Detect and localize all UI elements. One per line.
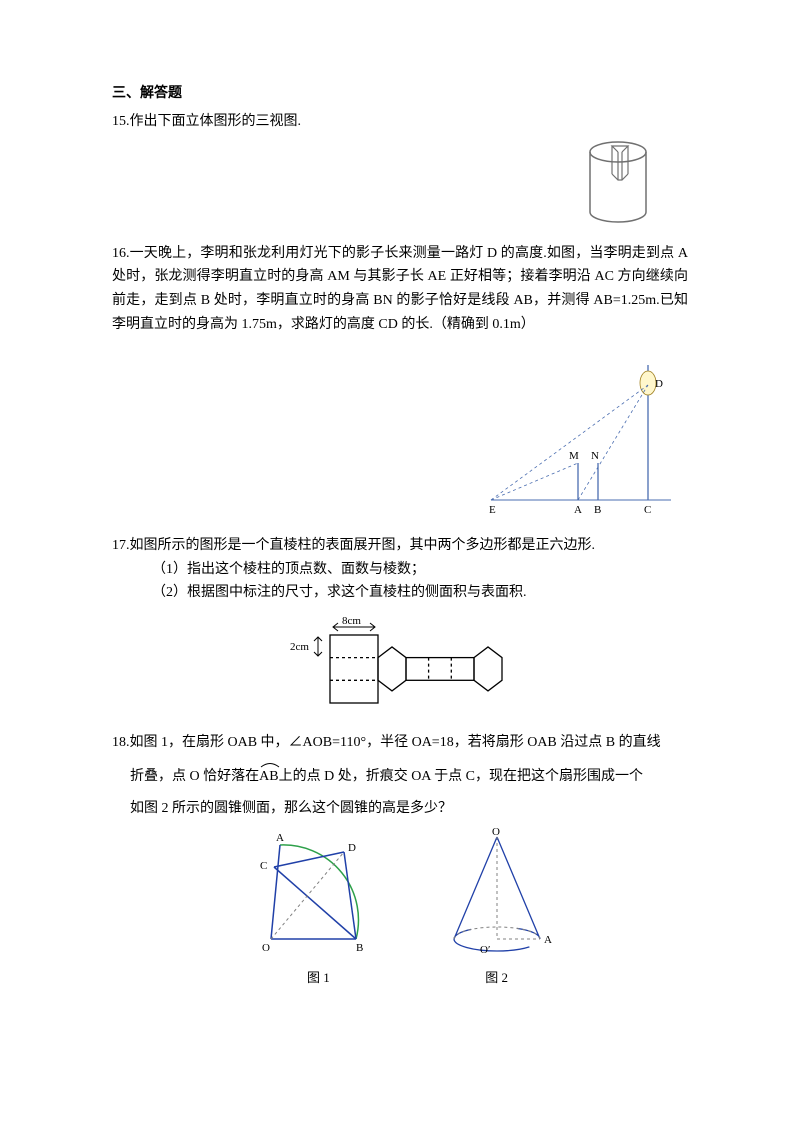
q18-fig2-label: 图 2	[432, 967, 562, 989]
label-N: N	[591, 450, 599, 462]
label-C: C	[644, 504, 651, 516]
arc-AB: AB	[259, 765, 278, 789]
q18-f1-D: D	[348, 842, 356, 854]
q18-num: 18.	[112, 735, 130, 750]
q16-text: 一天晚上，李明和张龙利用灯光下的影子长来测量一路灯 D 的高度.如图，当李明走到…	[112, 246, 688, 332]
q17-figure: 8cm 2cm	[270, 613, 530, 723]
q15-text: 作出下面立体图形的三视图.	[130, 114, 302, 129]
q18-figures: A D C O B O O′ A 图 1 图 2	[112, 827, 688, 989]
q18-fig-labels: 图 1 图 2	[112, 967, 688, 989]
q18-fig1: A D C O B	[238, 827, 398, 967]
q18-line1: 18.如图 1，在扇形 OAB 中，∠AOB=110°，半径 OA=18，若将扇…	[112, 731, 688, 755]
problem-18: 18.如图 1，在扇形 OAB 中，∠AOB=110°，半径 OA=18，若将扇…	[112, 731, 688, 988]
label-M: M	[569, 450, 579, 462]
q15-figure	[578, 134, 658, 234]
problem-15: 15.作出下面立体图形的三视图.	[112, 110, 688, 234]
problem-16: 16.一天晚上，李明和张龙利用灯光下的影子长来测量一路灯 D 的高度.如图，当李…	[112, 242, 688, 520]
q17-sub1: （1）指出这个棱柱的顶点数、面数与棱数；	[112, 558, 688, 582]
q18-line2: 折叠，点 O 恰好落在AB上的点 D 处，折痕交 OA 于点 C，现在把这个扇形…	[112, 765, 688, 789]
q15-num: 15.	[112, 114, 130, 129]
q18-text2a: 折叠，点 O 恰好落在	[112, 769, 259, 784]
q18-f1-B: B	[356, 942, 363, 954]
q17-line1: 17.如图所示的图形是一个直棱柱的表面展开图，其中两个多边形都是正六边形.	[112, 534, 688, 558]
label-B: B	[594, 504, 601, 516]
q18-f2-Op: O′	[480, 944, 490, 956]
label-A: A	[574, 504, 582, 516]
q16-text-wrap: 16.一天晚上，李明和张龙利用灯光下的影子长来测量一路灯 D 的高度.如图，当李…	[112, 242, 688, 337]
q18-fig1-label: 图 1	[238, 967, 398, 989]
label-E: E	[489, 504, 496, 516]
q17-label-8cm: 8cm	[342, 615, 361, 627]
page-content: 三、解答题 15.作出下面立体图形的三视图. 16.一天晚上，李明和张龙利用灯光…	[0, 0, 800, 1037]
q18-f2-O: O	[492, 827, 500, 838]
q17-num: 17.	[112, 538, 130, 553]
q17-label-2cm: 2cm	[290, 641, 309, 653]
q18-text1: 如图 1，在扇形 OAB 中，∠AOB=110°，半径 OA=18，若将扇形 O…	[130, 735, 661, 750]
q18-text3: 如图 2 所示的圆锥侧面，那么这个圆锥的高是多少？	[112, 797, 688, 821]
q18-f2-A: A	[544, 934, 552, 946]
arc-AB-label: AB	[259, 769, 278, 784]
q16-num: 16.	[112, 246, 130, 261]
section-title: 三、解答题	[112, 82, 688, 106]
q16-figure: E A B C M N D	[483, 355, 678, 520]
q18-f1-A: A	[276, 832, 284, 844]
q17-text: 如图所示的图形是一个直棱柱的表面展开图，其中两个多边形都是正六边形.	[130, 538, 596, 553]
label-D: D	[655, 378, 663, 390]
q18-f1-O: O	[262, 942, 270, 954]
problem-17: 17.如图所示的图形是一个直棱柱的表面展开图，其中两个多边形都是正六边形. （1…	[112, 534, 688, 723]
q18-text2b: 上的点 D 处，折痕交 OA 于点 C，现在把这个扇形围成一个	[279, 769, 643, 784]
q17-sub2: （2）根据图中标注的尺寸，求这个直棱柱的侧面积与表面积.	[112, 581, 688, 605]
q18-fig2: O O′ A	[432, 827, 562, 967]
q18-f1-C: C	[260, 860, 267, 872]
